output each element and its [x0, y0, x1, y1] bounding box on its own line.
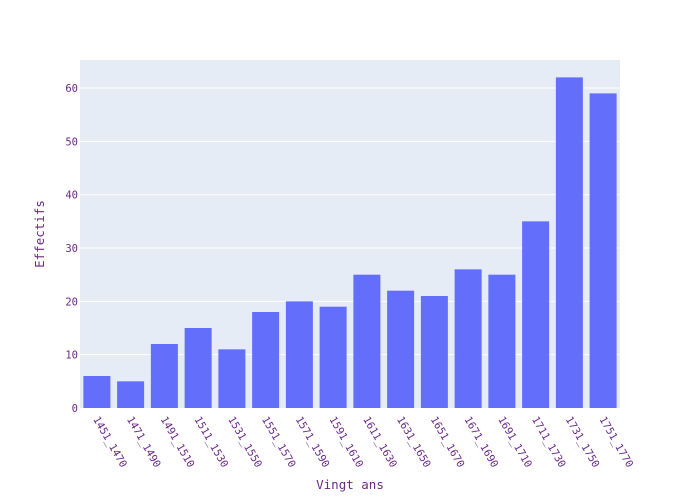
y-tick-label: 10: [65, 350, 78, 362]
y-tick-label: 50: [65, 136, 78, 148]
bar: [117, 381, 145, 408]
bar: [488, 274, 516, 408]
x-tick-label: 1571_1590: [293, 415, 332, 470]
bar: [83, 376, 111, 408]
bar: [150, 344, 178, 408]
y-axis-title: Effectifs: [32, 200, 47, 268]
x-axis-title: Vingt ans: [316, 477, 384, 492]
x-tick-label: 1711_1730: [529, 415, 568, 470]
x-tick-label: 1591_1610: [327, 415, 366, 470]
x-tick-label: 1471_1490: [124, 415, 163, 470]
bar: [252, 312, 280, 408]
y-tick-labels: 0 10 20 30 40 50 60: [65, 83, 78, 415]
y-tick-label: 60: [65, 83, 78, 95]
x-tick-label: 1491_1510: [158, 415, 197, 470]
x-tick-label: 1691_1710: [495, 415, 534, 470]
x-tick-label: 1751_1770: [597, 415, 636, 470]
bar: [353, 274, 381, 408]
x-tick-labels: 1451_14701471_14901491_15101511_15301531…: [90, 415, 635, 470]
bars: [83, 77, 617, 408]
y-tick-label: 0: [72, 403, 78, 415]
x-tick-label: 1631_1650: [394, 415, 433, 470]
x-tick-label: 1651_1670: [428, 415, 467, 470]
x-tick-label: 1671_1690: [462, 415, 501, 470]
bar: [218, 349, 246, 408]
bar: [285, 301, 313, 408]
x-tick-label: 1611_1630: [360, 415, 399, 470]
bar: [184, 328, 212, 408]
bar: [522, 221, 550, 408]
x-tick-label: 1731_1750: [563, 415, 602, 470]
y-tick-label: 30: [65, 243, 78, 255]
x-tick-label: 1551_1570: [259, 415, 298, 470]
bar: [387, 290, 415, 408]
y-tick-label: 20: [65, 296, 78, 308]
bar: [454, 269, 482, 408]
bar: [555, 77, 583, 408]
x-tick-label: 1511_1530: [192, 415, 231, 470]
bar: [589, 93, 617, 408]
y-tick-label: 40: [65, 190, 78, 202]
x-tick-label: 1531_1550: [225, 415, 264, 470]
bar: [420, 296, 448, 408]
bar: [319, 306, 347, 408]
x-tick-label: 1451_1470: [90, 415, 129, 470]
